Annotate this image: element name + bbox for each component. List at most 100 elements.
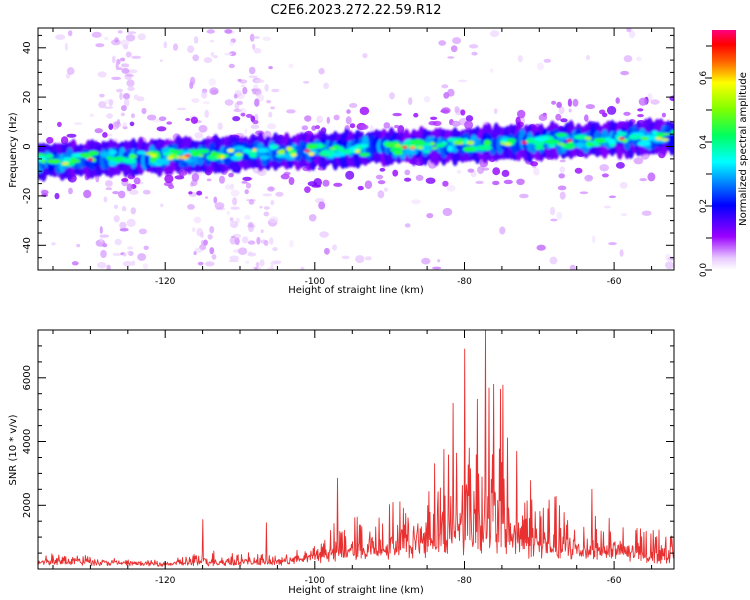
halo-blob — [346, 109, 351, 114]
noise-blob — [127, 246, 134, 250]
band-cell-high — [435, 143, 446, 148]
halo-blob — [333, 182, 343, 187]
noise-blob — [119, 92, 123, 100]
noise-blob — [122, 260, 133, 267]
halo-blob — [413, 112, 419, 118]
noise-blob — [99, 234, 110, 238]
halo-blob — [158, 116, 167, 121]
noise-blob — [228, 259, 239, 263]
halo-blob — [156, 126, 167, 132]
noise-blob — [229, 40, 234, 47]
halo-blob — [584, 114, 589, 122]
noise-blob — [127, 251, 131, 255]
noise-blob — [121, 68, 130, 74]
band-cell-high — [608, 138, 617, 145]
noise-blob — [247, 240, 256, 245]
noise-blob — [270, 200, 275, 206]
noise-blob — [383, 187, 388, 192]
halo-blob — [442, 180, 449, 187]
noise-blob — [234, 237, 240, 246]
spectrogram-y-tick-label: 20 — [22, 91, 33, 104]
halo-blob — [467, 168, 475, 173]
band-cell-high — [79, 152, 93, 159]
noise-blob — [137, 33, 146, 41]
noise-blob — [272, 247, 278, 252]
noise-blob — [142, 189, 151, 195]
halo-blob — [375, 174, 384, 180]
halo-blob — [190, 116, 198, 125]
halo-blob — [585, 104, 595, 110]
halo-blob — [191, 173, 200, 182]
noise-blob — [111, 76, 122, 80]
noise-blob — [91, 31, 102, 38]
noise-blob — [229, 183, 235, 191]
noise-blob — [68, 187, 73, 195]
spectrogram-y-tick-labels: 40 20 0 -20 -40 — [22, 41, 33, 253]
noise-blob — [73, 122, 83, 125]
halo-blob — [83, 189, 92, 199]
band-cell-peak — [431, 146, 438, 150]
halo-blob — [465, 115, 474, 122]
band-cell-peak — [417, 146, 424, 150]
band-cell-high — [69, 158, 81, 164]
snr-y-tick-label: 2000 — [22, 493, 33, 518]
noise-blob — [268, 66, 273, 70]
halo-blob — [240, 112, 246, 117]
noise-blob — [113, 204, 119, 209]
halo-blob — [108, 123, 114, 130]
band-cell-peak — [640, 136, 649, 141]
noise-blob — [106, 113, 113, 119]
noise-blob — [468, 44, 479, 49]
noise-blob — [559, 191, 566, 200]
noise-blob — [549, 256, 558, 265]
noise-blob — [253, 48, 262, 54]
noise-blob — [318, 201, 326, 210]
noise-blob — [141, 107, 147, 115]
noise-blob — [225, 184, 231, 190]
noise-blob — [248, 221, 254, 228]
noise-blob — [131, 113, 135, 119]
noise-blob — [119, 221, 127, 229]
halo-blob — [188, 191, 193, 195]
noise-blob — [112, 121, 119, 130]
halo-blob — [428, 121, 437, 126]
noise-blob — [117, 30, 123, 34]
halo-blob — [364, 180, 373, 189]
band-cell-peak — [333, 144, 340, 149]
noise-blob — [251, 88, 259, 92]
noise-blob — [202, 101, 211, 105]
noise-blob — [636, 56, 642, 62]
noise-blob — [103, 106, 114, 109]
noise-blob — [108, 99, 113, 107]
noise-blob — [424, 96, 431, 103]
band-cell-max — [566, 139, 573, 143]
noise-blob — [111, 39, 121, 46]
noise-blob — [250, 124, 260, 129]
noise-blob — [456, 169, 462, 174]
halo-blob — [516, 178, 525, 185]
noise-blob — [442, 207, 453, 217]
noise-blob — [579, 191, 589, 195]
noise-blob — [200, 231, 204, 238]
noise-blob — [323, 82, 329, 90]
band-cell-high — [446, 137, 459, 143]
noise-blob — [114, 238, 122, 246]
noise-blob — [355, 255, 365, 264]
band-cell-max — [521, 141, 528, 144]
halo-blob — [146, 114, 157, 121]
noise-blob — [438, 40, 447, 46]
band-cell-peak — [504, 142, 512, 146]
noise-blob — [102, 243, 108, 248]
noise-blob — [100, 249, 107, 259]
noise-blob — [143, 245, 149, 250]
band-cell-high — [637, 140, 651, 147]
spectrogram-ticks — [38, 28, 674, 271]
noise-blob — [125, 74, 135, 77]
band-cell-high — [533, 136, 550, 142]
noise-blob — [254, 267, 258, 270]
halo-blob — [530, 161, 539, 167]
noise-blob — [288, 63, 294, 69]
colorbar-tick-label: 0.0 — [699, 263, 709, 278]
noise-blob — [559, 159, 566, 163]
